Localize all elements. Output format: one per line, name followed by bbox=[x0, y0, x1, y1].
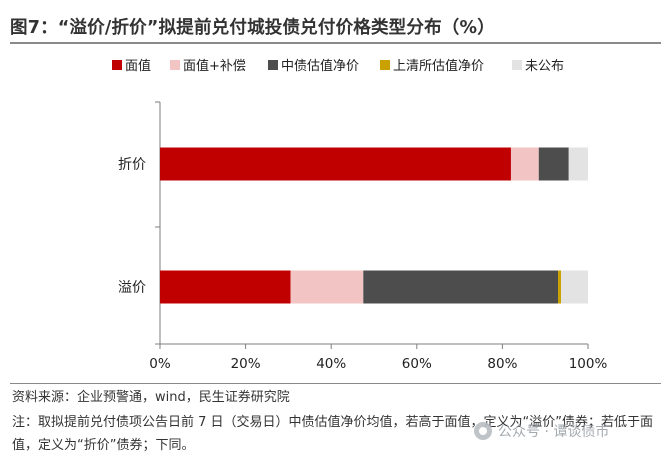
bar-0-series-1 bbox=[510, 147, 539, 181]
title-divider bbox=[10, 42, 661, 44]
note-text: 注：取拟提前兑付债项公告日前 7 日（交易日）中债估值净价均值，若高于面值，定义… bbox=[12, 415, 654, 453]
x-tick-label-0: 0% bbox=[149, 356, 171, 372]
category-label-1: 溢价 bbox=[118, 280, 146, 296]
legend-label-2: 中债估值净价 bbox=[281, 58, 359, 74]
stacked-bar-chart: 面值 面值+补偿 中债估值净价 上清所估值净价 未公布 0% 20% 40% 60% 80% 10… bbox=[112, 58, 608, 372]
legend-label-3: 上清所估值净价 bbox=[393, 58, 484, 74]
bar-0-series-2 bbox=[538, 147, 569, 181]
legend-swatch-2 bbox=[268, 60, 278, 70]
bar-1-series-2 bbox=[363, 270, 559, 304]
bar-1-series-4 bbox=[561, 270, 588, 304]
legend-swatch-1 bbox=[170, 60, 180, 70]
watermark-text: 公众号 · 谭谈债市 bbox=[498, 424, 610, 440]
legend-swatch-0 bbox=[112, 60, 122, 70]
category-label-0: 折价 bbox=[118, 157, 146, 173]
x-tick-label-3: 60% bbox=[402, 356, 432, 372]
chart-bars bbox=[160, 147, 588, 304]
bar-0-series-4 bbox=[568, 147, 588, 181]
bar-1-series-3 bbox=[558, 270, 562, 304]
x-tick-label-1: 20% bbox=[231, 356, 261, 372]
legend-swatch-4 bbox=[512, 60, 522, 70]
legend-swatch-3 bbox=[380, 60, 390, 70]
legend-label-4: 未公布 bbox=[525, 59, 564, 74]
bar-1-series-0 bbox=[160, 270, 291, 304]
watermark: 公众号 · 谭谈债市 bbox=[474, 421, 609, 441]
footer-divider bbox=[10, 383, 661, 384]
x-tick-label-5: 100% bbox=[569, 356, 608, 372]
chart-legend: 面值 面值+补偿 中债估值净价 上清所估值净价 未公布 bbox=[112, 58, 564, 74]
chart-title: 图7：“溢价/折价”拟提前兑付城投债兑付价格类型分布（%） bbox=[10, 18, 495, 38]
legend-label-1: 面值+补偿 bbox=[183, 58, 246, 74]
wechat-icon bbox=[474, 422, 492, 440]
legend-label-0: 面值 bbox=[125, 58, 151, 74]
chart-axes: 0% 20% 40% 60% 80% 100% bbox=[149, 101, 608, 372]
x-tick-label-4: 80% bbox=[487, 356, 517, 372]
bar-0-series-0 bbox=[160, 147, 511, 181]
x-tick-label-2: 40% bbox=[316, 356, 346, 372]
bar-1-series-1 bbox=[290, 270, 364, 304]
source-text: 资料来源：企业预警通，wind，民生证券研究院 bbox=[12, 390, 290, 405]
